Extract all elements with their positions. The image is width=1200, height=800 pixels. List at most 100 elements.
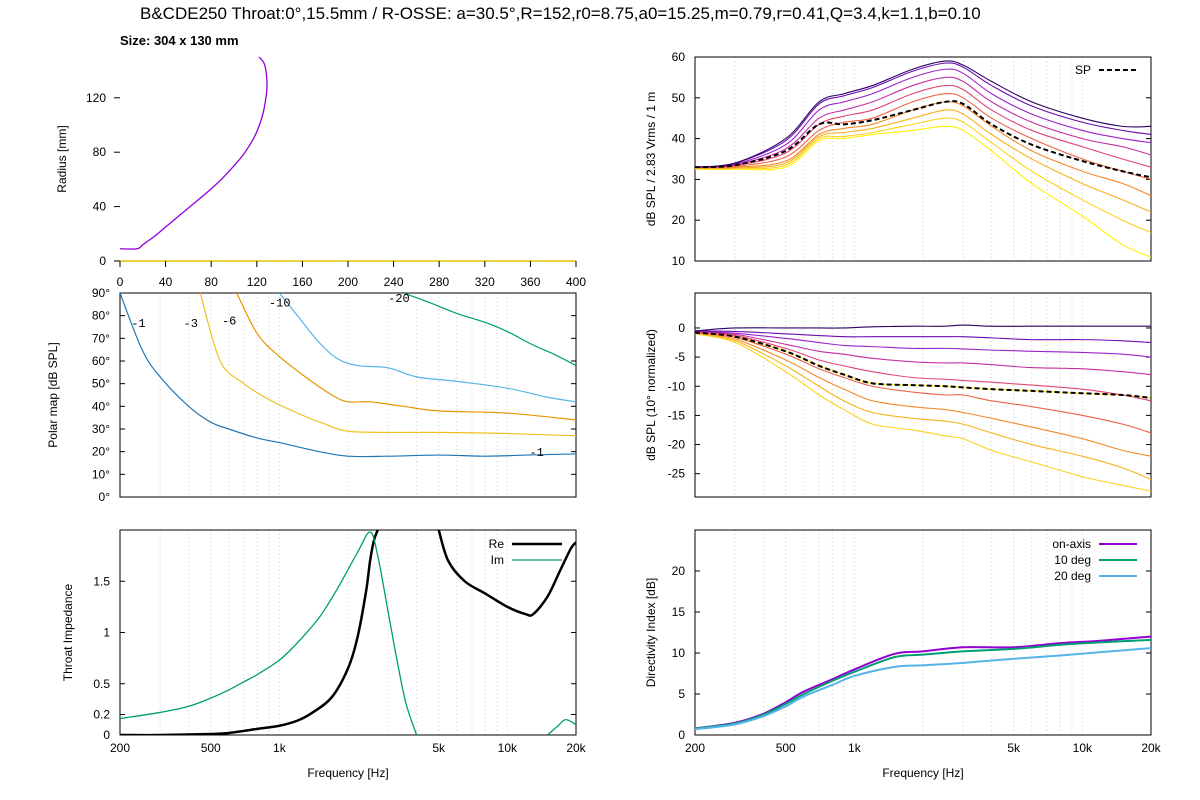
x-tick-label: 240 <box>384 275 404 289</box>
x-tick-label: 1k <box>848 741 862 755</box>
y-tick-label: -10 <box>668 379 686 393</box>
x-tick-label: 5k <box>432 741 446 755</box>
contour-line <box>236 293 576 421</box>
normalized-curve <box>695 324 1151 332</box>
normalized-curve <box>695 330 1151 358</box>
y-tick-label: 10° <box>92 467 110 481</box>
normalized-chart: -25 -20 -15 -10 -5 0 dB SPL (10° normalized) <box>644 292 1152 498</box>
impedance-im-hf <box>547 718 576 735</box>
x-tick-label: 200 <box>338 275 358 289</box>
y-tick-label: 60 <box>672 50 686 64</box>
polar-map-chart: 0° 10° 20° 30° 40° 50° 60° 70° 80° 90° -1 -3 -6 -10 -2… <box>46 286 577 504</box>
x-tick-label: 500 <box>776 741 796 755</box>
x-tick-label: 5k <box>1007 741 1021 755</box>
y-tick-label: 15 <box>672 605 686 619</box>
page-title: B&CDE250 Throat:0°,15.5mm / R-OSSE: a=30… <box>140 4 981 23</box>
normalized-curve <box>695 330 1151 344</box>
y-tick-label: 0 <box>678 321 685 335</box>
normalized-curve <box>695 330 1151 402</box>
y-tick-label: 10 <box>672 646 686 660</box>
contour-label: -1 <box>131 317 145 331</box>
y-tick-label: 20° <box>92 445 110 459</box>
x-tick-label: 500 <box>201 741 221 755</box>
impedance-im <box>120 531 418 735</box>
x-tick-label: 0 <box>117 275 124 289</box>
plot-frame <box>119 292 577 498</box>
impedance-chart: 0 0.2 0.5 1 1.5 200 500 1k 5k 10k 20k Re Im Throat Im… <box>61 529 587 780</box>
plot-frame <box>694 292 1152 498</box>
y-tick-label: 1 <box>103 626 110 640</box>
y-tick-label: 80 <box>93 145 107 159</box>
y-tick-label: -25 <box>668 467 686 481</box>
spl-chart: 10 20 30 40 50 60 SP dB SPL / 2.83 Vrms / 1 m <box>644 50 1152 268</box>
plot-frame <box>119 529 577 736</box>
contour-line <box>199 293 576 437</box>
x-tick-label: 320 <box>475 275 495 289</box>
di-curve-20-deg <box>695 647 1151 731</box>
y-tick-label: 0.5 <box>93 677 110 691</box>
legend-label: 20 deg <box>1054 569 1091 583</box>
x-axis-label: Frequency [Hz] <box>882 766 963 780</box>
y-tick-label: 0 <box>678 728 685 742</box>
y-tick-label: 0° <box>99 490 111 504</box>
profile-chart: 0 40 80 120 0 40 80 120 160 200 240 280 320 360 400 Rad… <box>55 56 586 289</box>
contour-label: -20 <box>388 292 410 306</box>
di-chart: 0 5 10 15 20 200 500 1k 5k 10k 20k on-axis 10 deg 20 … <box>644 529 1162 780</box>
spl-curve <box>695 76 1151 168</box>
x-tick-label: 20k <box>1141 741 1161 755</box>
y-tick-label: 40 <box>93 200 107 214</box>
contour-line <box>278 293 576 403</box>
y-tick-label: 30° <box>92 422 110 436</box>
legend-label: 10 deg <box>1054 553 1091 567</box>
legend-label: Re <box>489 537 505 551</box>
x-tick-label: 40 <box>159 275 173 289</box>
size-label: Size: 304 x 130 mm <box>120 33 239 48</box>
legend-label: SP <box>1075 63 1091 77</box>
y-tick-label: 70° <box>92 331 110 345</box>
plot-frame <box>694 529 1152 736</box>
y-tick-label: 80° <box>92 309 110 323</box>
y-tick-label: 50 <box>672 91 686 105</box>
y-tick-label: 1.5 <box>93 574 110 588</box>
sound-power-normalized-curve <box>695 331 1151 399</box>
x-tick-label: 20k <box>566 741 586 755</box>
y-axis-label: dB SPL (10° normalized) <box>644 329 658 461</box>
y-tick-label: 50° <box>92 377 110 391</box>
y-tick-label: -5 <box>674 350 685 364</box>
y-tick-label: -15 <box>668 408 686 422</box>
y-tick-label: 40° <box>92 399 110 413</box>
profile-curve <box>119 56 268 250</box>
contour-label: -6 <box>222 315 236 329</box>
y-tick-label: 20 <box>672 564 686 578</box>
y-tick-label: -20 <box>668 438 686 452</box>
spl-curve <box>695 125 1151 258</box>
y-tick-label: 0 <box>99 254 106 268</box>
y-tick-label: 5 <box>678 687 685 701</box>
spl-curve <box>695 92 1151 180</box>
x-axis-label: Frequency [Hz] <box>307 766 388 780</box>
sound-power-curve <box>695 100 1151 179</box>
y-tick-label: 0.2 <box>93 708 110 722</box>
y-tick-label: 60° <box>92 354 110 368</box>
normalized-curve <box>695 332 1151 457</box>
x-tick-label: 400 <box>566 275 586 289</box>
y-tick-label: 0 <box>103 728 110 742</box>
x-tick-label: 1k <box>273 741 287 755</box>
plot-frame <box>694 56 1152 262</box>
x-tick-label: 120 <box>247 275 267 289</box>
y-tick-label: 30 <box>672 172 686 186</box>
spl-curve <box>695 117 1151 233</box>
x-tick-label: 200 <box>110 741 130 755</box>
spl-curve <box>695 60 1151 168</box>
spl-curve <box>695 84 1151 168</box>
x-tick-label: 200 <box>685 741 705 755</box>
contour-line <box>403 293 576 367</box>
x-tick-label: 280 <box>429 275 449 289</box>
y-tick-label: 90° <box>92 286 110 300</box>
di-curve-10-deg <box>695 638 1151 730</box>
x-tick-label: 360 <box>520 275 540 289</box>
y-axis-label: Radius [mm] <box>55 125 69 192</box>
y-axis-label: dB SPL / 2.83 Vrms / 1 m <box>644 92 658 227</box>
contour-line <box>120 293 576 458</box>
